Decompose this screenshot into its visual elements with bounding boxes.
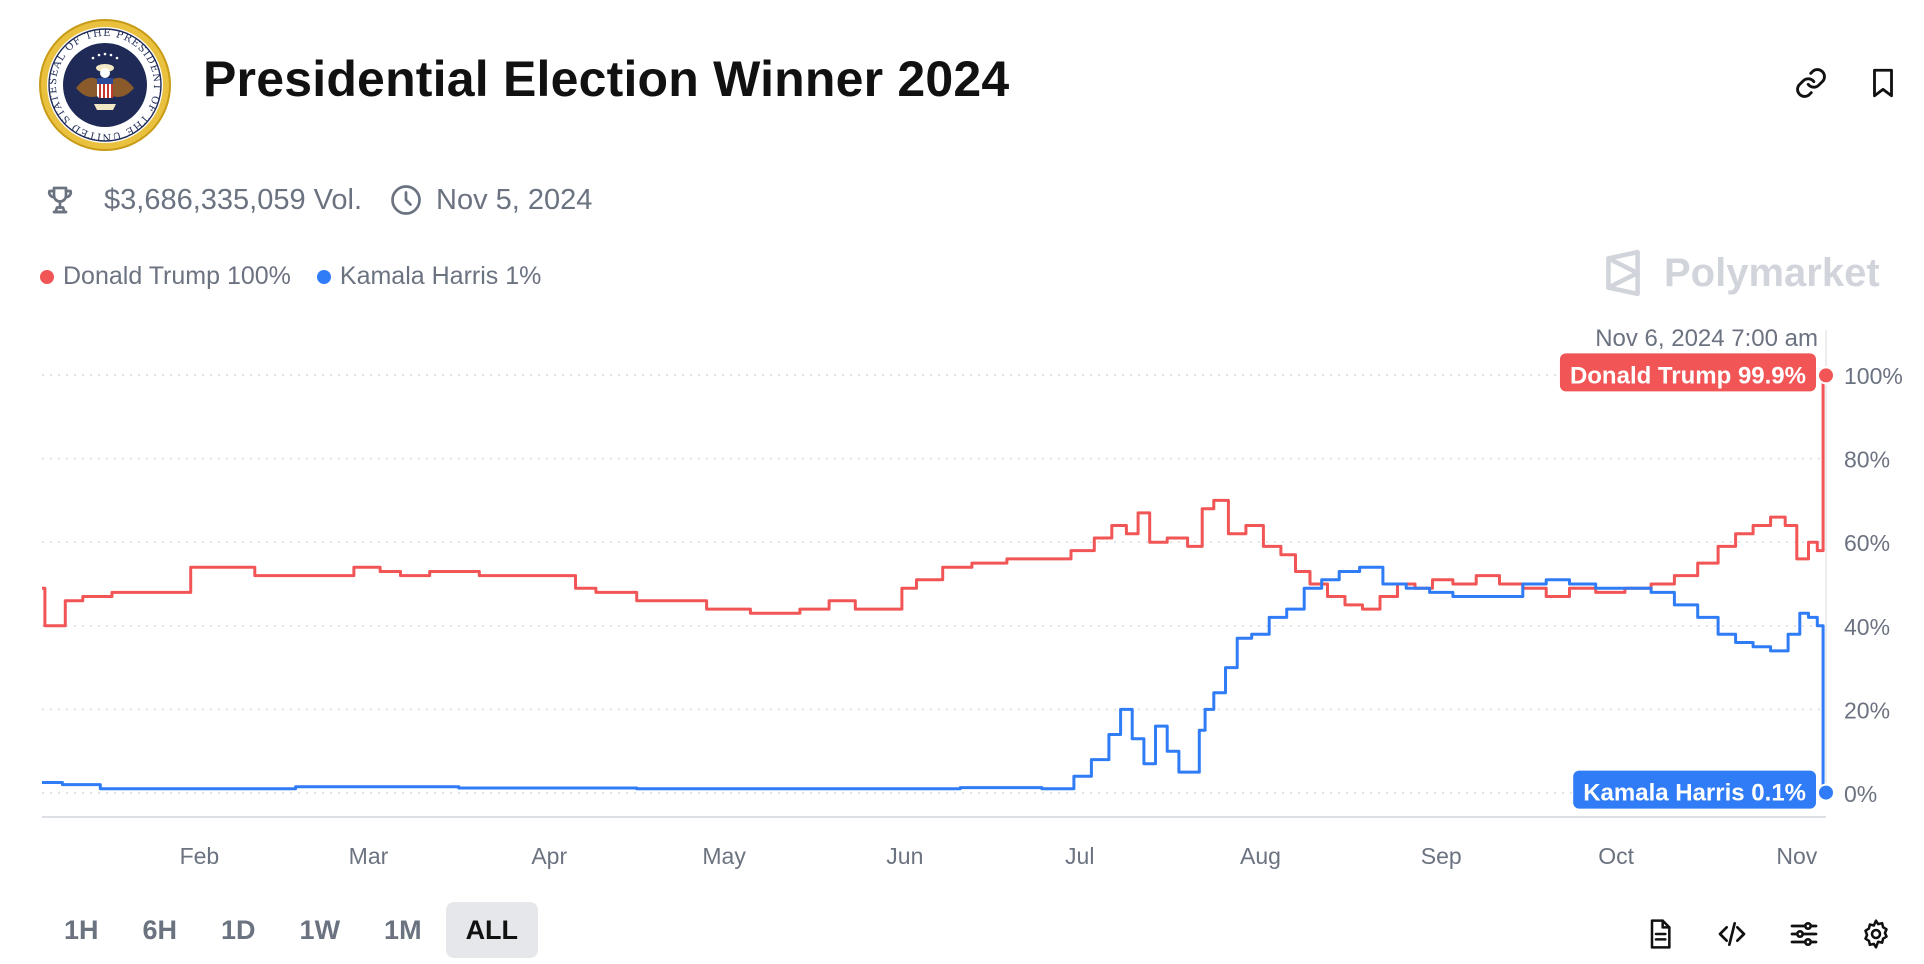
legend-entry-harris[interactable]: Kamala Harris 1%	[316, 262, 542, 291]
end-date-text: Nov 5, 2024	[436, 183, 593, 216]
clock-icon	[388, 182, 424, 218]
settings-gear-icon	[1864, 919, 1888, 949]
legend-entry-trump[interactable]: Donald Trump 100%	[40, 262, 291, 291]
legend-label-trump: Donald Trump 100%	[63, 262, 291, 290]
series-end-labels: Donald Trump 99.9% Kamala Harris 0.1%	[1559, 353, 1835, 809]
series-end-marker	[1817, 783, 1835, 802]
x-tick-label: May	[702, 843, 746, 869]
document-icon	[1650, 919, 1671, 949]
chart-legend: Donald Trump 100% Kamala Harris 1%	[40, 262, 567, 291]
x-tick-label: Jul	[1065, 843, 1094, 869]
y-tick-label: 0%	[1844, 781, 1877, 807]
x-tick-label: Apr	[531, 843, 567, 869]
range-6h[interactable]: 6H	[142, 914, 178, 945]
y-tick-label: 100%	[1844, 363, 1903, 389]
rules-button[interactable]	[1638, 912, 1682, 956]
series-end-label: Donald Trump 99.9%	[1559, 353, 1816, 392]
y-tick-label: 80%	[1844, 447, 1890, 473]
x-axis-labels: Feb Mar Apr May Jun Jul Aug Sep Oct Nov	[180, 843, 1818, 869]
link-icon	[1796, 68, 1826, 98]
sliders-icon	[1790, 922, 1818, 946]
time-range-selector: 1H 6H 1D 1W 1M ALL	[44, 902, 542, 958]
x-tick-label: Feb	[180, 843, 220, 869]
embed-code-icon	[1718, 922, 1746, 946]
x-tick-label: Jun	[886, 843, 923, 869]
series-end-label-text: Kamala Harris 0.1%	[1583, 780, 1806, 807]
polymarket-watermark: Polymarket	[1598, 248, 1880, 298]
price-history-chart[interactable]: Nov 6, 2024 7:00 am 100% 80% 60% 40% 20% 0% F…	[0, 0, 1924, 880]
x-tick-label: Aug	[1240, 843, 1281, 869]
polymarket-logo-icon	[1606, 249, 1640, 297]
series-line-kamala-harris	[42, 565, 1826, 795]
y-tick-label: 20%	[1844, 697, 1890, 723]
series-end-label-box	[1573, 770, 1816, 809]
copy-link-button[interactable]	[1788, 60, 1834, 106]
bookmark-button[interactable]	[1860, 60, 1906, 106]
polymarket-wordmark: Polymarket	[1664, 250, 1880, 295]
legend-dot-harris	[316, 269, 331, 284]
range-1m[interactable]: 1M	[384, 914, 422, 945]
chart-options-button[interactable]	[1782, 912, 1826, 956]
range-all[interactable]: ALL	[445, 902, 539, 958]
presidential-seal-logo: SEAL OF THE PRESIDENT OF THE UNITED STAT…	[38, 18, 171, 151]
page-title: Presidential Election Winner 2024	[203, 51, 1010, 107]
bookmark-icon	[1873, 68, 1893, 98]
series-end-marker	[1817, 366, 1835, 385]
y-tick-label: 40%	[1844, 614, 1890, 640]
x-tick-label: Sep	[1421, 843, 1462, 869]
series-end-label-text: Donald Trump 99.9%	[1570, 362, 1806, 389]
legend-dot-trump	[40, 269, 54, 284]
series-end-label-box	[1559, 353, 1816, 392]
settings-button[interactable]	[1854, 912, 1898, 956]
x-tick-label: Nov	[1776, 843, 1817, 869]
x-tick-label: Mar	[349, 843, 389, 869]
series-line-donald-trump	[42, 373, 1826, 628]
hover-timestamp: Nov 6, 2024 7:00 am	[1595, 325, 1818, 352]
volume-text: $3,686,335,059 Vol.	[104, 183, 363, 216]
y-tick-label: 60%	[1844, 530, 1890, 556]
series-end-label: Kamala Harris 0.1%	[1573, 770, 1816, 809]
legend-label-harris: Kamala Harris 1%	[339, 262, 542, 290]
chart-grid	[42, 374, 1826, 794]
embed-button[interactable]	[1710, 912, 1754, 956]
range-1w[interactable]: 1W	[299, 914, 341, 945]
trophy-icon	[42, 182, 78, 218]
range-1d[interactable]: 1D	[221, 914, 256, 945]
x-tick-label: Oct	[1598, 843, 1634, 869]
y-axis-labels: 100% 80% 60% 40% 20% 0%	[1844, 363, 1903, 807]
range-1h[interactable]: 1H	[64, 914, 99, 945]
market-meta: $3,686,335,059 Vol. Nov 5, 2024	[42, 180, 592, 220]
series-lines	[42, 373, 1826, 795]
